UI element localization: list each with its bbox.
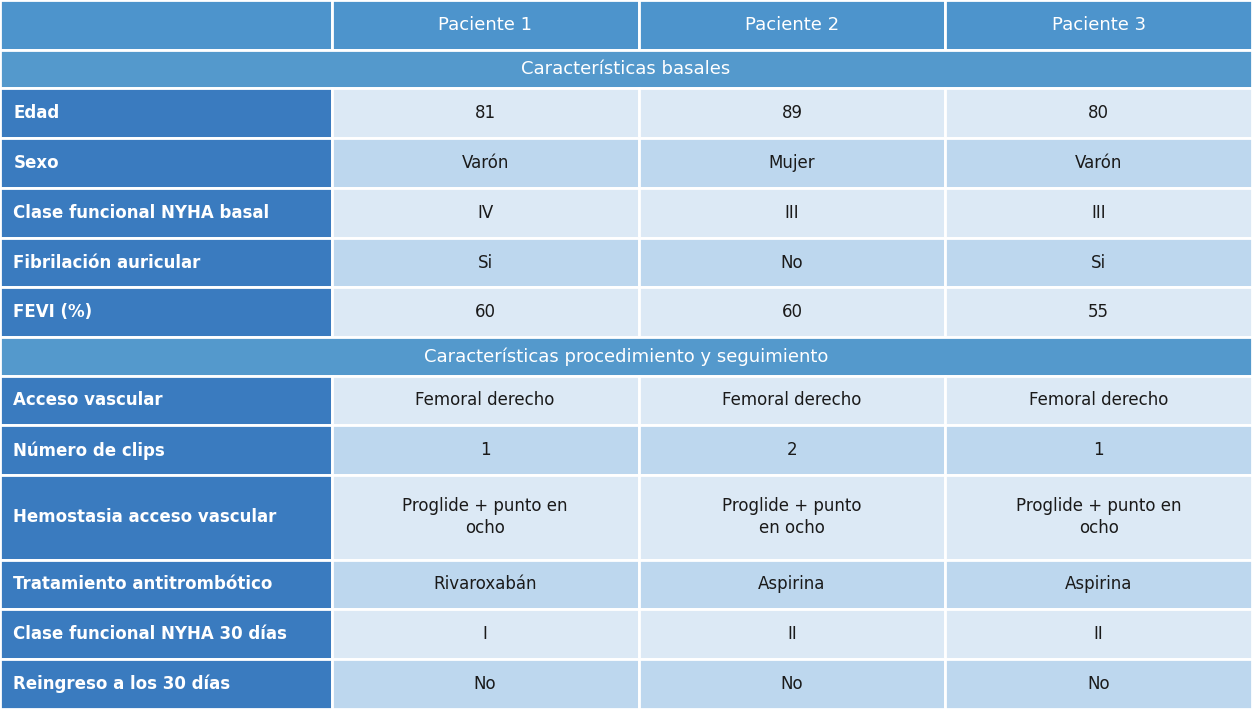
Text: Si: Si [477,254,493,272]
FancyBboxPatch shape [639,0,945,50]
FancyBboxPatch shape [332,88,639,138]
FancyBboxPatch shape [639,659,945,709]
Text: Varón: Varón [462,154,508,172]
Text: Rivaroxabán: Rivaroxabán [433,576,537,593]
Text: Proglide + punto
en ocho: Proglide + punto en ocho [722,497,861,537]
FancyBboxPatch shape [332,609,639,659]
Text: I: I [483,625,487,643]
FancyBboxPatch shape [639,138,945,188]
FancyBboxPatch shape [945,188,1252,238]
FancyBboxPatch shape [0,475,332,559]
FancyBboxPatch shape [0,50,1252,88]
Text: Mujer: Mujer [769,154,815,172]
Text: 55: 55 [1088,303,1109,321]
Text: Sexo: Sexo [14,154,59,172]
FancyBboxPatch shape [332,138,639,188]
FancyBboxPatch shape [0,188,332,238]
FancyBboxPatch shape [332,475,639,559]
Text: Número de clips: Número de clips [14,441,165,459]
FancyBboxPatch shape [945,287,1252,337]
FancyBboxPatch shape [945,238,1252,287]
Text: 80: 80 [1088,104,1109,122]
Text: No: No [780,254,804,272]
Text: Femoral derecho: Femoral derecho [722,391,861,410]
Text: III: III [785,203,799,222]
FancyBboxPatch shape [0,559,332,609]
FancyBboxPatch shape [0,287,332,337]
Text: II: II [788,625,796,643]
FancyBboxPatch shape [945,88,1252,138]
Text: II: II [1094,625,1103,643]
FancyBboxPatch shape [945,475,1252,559]
FancyBboxPatch shape [0,659,332,709]
FancyBboxPatch shape [0,238,332,287]
FancyBboxPatch shape [332,287,639,337]
FancyBboxPatch shape [0,0,332,50]
Text: Fibrilación auricular: Fibrilación auricular [14,254,200,272]
Text: 1: 1 [1093,441,1104,459]
Text: Edad: Edad [14,104,60,122]
FancyBboxPatch shape [0,138,332,188]
Text: 60: 60 [475,303,496,321]
FancyBboxPatch shape [639,475,945,559]
FancyBboxPatch shape [639,238,945,287]
Text: Si: Si [1090,254,1107,272]
FancyBboxPatch shape [945,376,1252,425]
FancyBboxPatch shape [945,559,1252,609]
FancyBboxPatch shape [945,659,1252,709]
Text: No: No [473,675,497,693]
Text: Paciente 1: Paciente 1 [438,16,532,34]
FancyBboxPatch shape [945,609,1252,659]
Text: No: No [780,675,804,693]
FancyBboxPatch shape [332,659,639,709]
FancyBboxPatch shape [0,337,1252,376]
Text: Proglide + punto en
ocho: Proglide + punto en ocho [402,497,568,537]
Text: Clase funcional NYHA basal: Clase funcional NYHA basal [14,203,269,222]
FancyBboxPatch shape [0,88,332,138]
FancyBboxPatch shape [945,425,1252,475]
Text: 2: 2 [786,441,798,459]
FancyBboxPatch shape [332,376,639,425]
FancyBboxPatch shape [639,88,945,138]
Text: IV: IV [477,203,493,222]
FancyBboxPatch shape [639,609,945,659]
FancyBboxPatch shape [332,238,639,287]
Text: Hemostasia acceso vascular: Hemostasia acceso vascular [14,508,277,526]
Text: Reingreso a los 30 días: Reingreso a los 30 días [14,675,230,693]
Text: Aspirina: Aspirina [1065,576,1132,593]
Text: Características basales: Características basales [521,60,731,78]
FancyBboxPatch shape [0,425,332,475]
FancyBboxPatch shape [639,287,945,337]
Text: Características procedimiento y seguimiento: Características procedimiento y seguimie… [424,347,828,366]
Text: 60: 60 [781,303,803,321]
Text: Femoral derecho: Femoral derecho [416,391,555,410]
FancyBboxPatch shape [332,425,639,475]
Text: 89: 89 [781,104,803,122]
FancyBboxPatch shape [945,138,1252,188]
Text: Acceso vascular: Acceso vascular [14,391,163,410]
Text: Femoral derecho: Femoral derecho [1029,391,1168,410]
FancyBboxPatch shape [332,0,639,50]
FancyBboxPatch shape [639,559,945,609]
Text: FEVI (%): FEVI (%) [14,303,93,321]
FancyBboxPatch shape [0,609,332,659]
Text: Varón: Varón [1075,154,1122,172]
Text: Clase funcional NYHA 30 días: Clase funcional NYHA 30 días [14,625,287,643]
Text: No: No [1087,675,1111,693]
FancyBboxPatch shape [639,425,945,475]
Text: Paciente 2: Paciente 2 [745,16,839,34]
FancyBboxPatch shape [332,559,639,609]
Text: Proglide + punto en
ocho: Proglide + punto en ocho [1015,497,1182,537]
Text: 1: 1 [480,441,491,459]
FancyBboxPatch shape [639,376,945,425]
Text: Aspirina: Aspirina [759,576,825,593]
FancyBboxPatch shape [945,0,1252,50]
FancyBboxPatch shape [332,188,639,238]
FancyBboxPatch shape [0,376,332,425]
Text: Tratamiento antitrombótico: Tratamiento antitrombótico [14,576,273,593]
FancyBboxPatch shape [639,188,945,238]
Text: Paciente 3: Paciente 3 [1052,16,1146,34]
Text: 81: 81 [475,104,496,122]
Text: III: III [1092,203,1106,222]
